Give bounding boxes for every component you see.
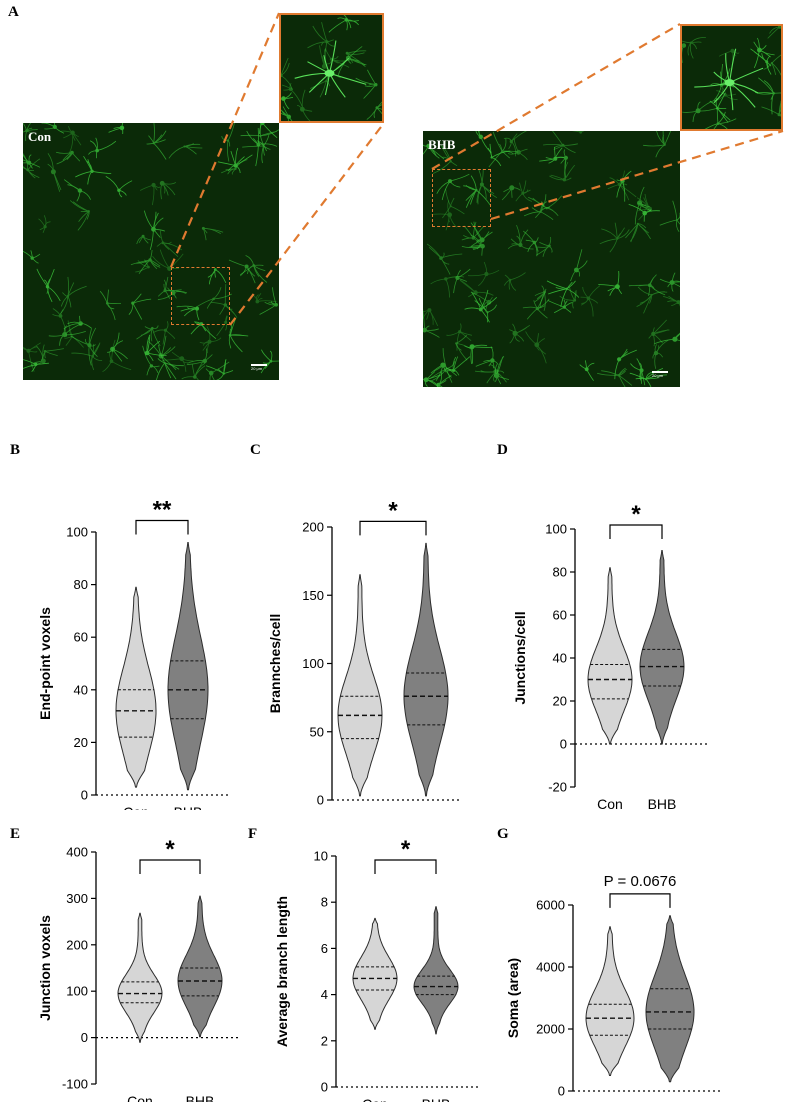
y-tick-label: 8	[321, 895, 328, 910]
chart-b-end-point-voxels: 0 20 40 60 80 100 End-point voxels Con BHB **	[37, 497, 228, 810]
y-tick-label: -100	[62, 1077, 88, 1092]
y-axis-label: Average branch length	[274, 896, 290, 1047]
chart-g-soma-area: 0 2000 4000 6000 Soma (area) Con BHB P = 0.0676	[505, 873, 722, 1102]
y-tick-label: 6	[321, 941, 328, 956]
micrograph-label-con: Con	[28, 129, 52, 144]
y-tick-label: 0	[81, 1030, 88, 1045]
y-tick-label: 60	[553, 608, 567, 623]
chart-f-average-branch-length: 0 2 4 6 8 10 Average branch length Con BHB *	[274, 836, 480, 1102]
significance-bracket	[609, 524, 663, 539]
y-tick-label: 20	[74, 735, 88, 750]
violin-bhb	[639, 550, 685, 745]
y-tick-label: 80	[74, 577, 88, 592]
violin-bhb	[645, 915, 695, 1083]
inset-con	[279, 13, 384, 123]
x-category-label-con: Con	[347, 809, 373, 810]
y-tick-label: 6000	[536, 898, 565, 913]
violin-con	[337, 574, 383, 797]
panel-letter-e: E	[10, 826, 21, 842]
y-tick-label: 300	[66, 891, 88, 906]
y-tick-label: 4	[321, 987, 328, 1002]
panel-letter-b: B	[10, 442, 21, 458]
violin-con	[585, 926, 635, 1076]
y-tick-label: 200	[302, 520, 324, 535]
violin-bhb	[167, 542, 209, 791]
y-tick-label: 0	[321, 1080, 328, 1095]
y-tick-label: 100	[66, 984, 88, 999]
y-tick-label: 40	[553, 651, 567, 666]
y-tick-label: 4000	[536, 960, 565, 975]
x-category-label-con: Con	[123, 804, 149, 810]
zoom-region-bhb	[432, 169, 491, 227]
y-tick-label: 0	[560, 737, 567, 752]
y-tick-label: 20	[553, 694, 567, 709]
violin-bhb	[403, 542, 449, 797]
scale-bar-con: 20 μm	[251, 364, 267, 372]
violin-bhb	[413, 906, 459, 1035]
significance-label: *	[388, 497, 398, 524]
y-tick-label: 50	[310, 724, 324, 739]
x-category-label-bhb: BHB	[186, 1093, 215, 1102]
inset-bhb	[680, 24, 783, 131]
significance-label: *	[631, 501, 641, 528]
y-tick-label: 60	[74, 630, 88, 645]
violin-bhb	[177, 895, 223, 1038]
y-tick-label: 80	[553, 565, 567, 580]
y-tick-label: 0	[558, 1084, 565, 1099]
y-tick-label: 100	[302, 656, 324, 671]
y-tick-label: 0	[317, 793, 324, 808]
panel-letter-a: A	[8, 4, 19, 20]
chart-e-junction-voxels: -100 0 100 200 300 400 Junction voxels Con BHB *	[37, 836, 240, 1102]
y-tick-label: 10	[314, 849, 328, 864]
significance-label: **	[153, 497, 172, 524]
y-tick-label: 150	[302, 588, 324, 603]
x-category-label-con: Con	[127, 1093, 153, 1102]
significance-bracket	[609, 893, 671, 908]
significance-bracket	[139, 859, 201, 874]
y-tick-label: 100	[545, 522, 567, 537]
x-category-label-bhb: BHB	[656, 1100, 685, 1102]
violin-con	[352, 917, 398, 1030]
x-category-label-bhb: BHB	[422, 1096, 451, 1102]
y-tick-label: 40	[74, 682, 88, 697]
chart-c-branches-per-cell: 0 50 100 150 200 Brannches/cell Con BHB *	[267, 497, 462, 810]
x-category-label-bhb: BHB	[174, 804, 203, 810]
significance-label: P = 0.0676	[604, 873, 677, 890]
significance-bracket	[374, 859, 437, 874]
panel-letter-c: C	[250, 442, 261, 458]
y-tick-label: 200	[66, 937, 88, 952]
micrograph-con: Con 20 μm	[23, 123, 279, 380]
violin-con	[587, 567, 633, 745]
y-axis-label: Junctions/cell	[512, 611, 528, 704]
panel-letter-d: D	[497, 442, 508, 458]
y-tick-label: 0	[81, 788, 88, 803]
panel-letter-f: F	[248, 826, 258, 842]
y-axis-label: End-point voxels	[37, 607, 53, 720]
x-category-label-bhb: BHB	[648, 796, 677, 810]
x-category-label-con: Con	[597, 1100, 623, 1102]
y-axis-label: Soma (area)	[505, 958, 521, 1038]
y-tick-label: 2	[321, 1033, 328, 1048]
significance-label: *	[165, 836, 175, 863]
violin-con	[115, 586, 157, 788]
x-category-label-bhb: BHB	[412, 809, 441, 810]
y-axis-label: Brannches/cell	[267, 614, 283, 714]
y-axis-label: Junction voxels	[37, 915, 53, 1021]
x-category-label-con: Con	[597, 796, 623, 810]
significance-bracket	[359, 520, 427, 536]
micrograph-label-bhb: BHB	[428, 137, 456, 152]
significance-bracket	[135, 519, 189, 535]
y-tick-label: -20	[548, 780, 567, 795]
chart-d-junctions-per-cell: -20 0 20 40 60 80 100 Junctions/cell Con BHB *	[512, 501, 710, 810]
panel-letter-g: G	[497, 826, 509, 842]
y-tick-label: 400	[66, 845, 88, 860]
x-category-label-con: Con	[362, 1096, 388, 1102]
significance-label: *	[401, 836, 411, 863]
violin-con	[117, 912, 163, 1043]
y-tick-label: 2000	[536, 1022, 565, 1037]
scale-bar-bhb: 20 μm	[652, 371, 668, 379]
zoom-region-con	[171, 267, 230, 325]
y-tick-label: 100	[66, 525, 88, 540]
